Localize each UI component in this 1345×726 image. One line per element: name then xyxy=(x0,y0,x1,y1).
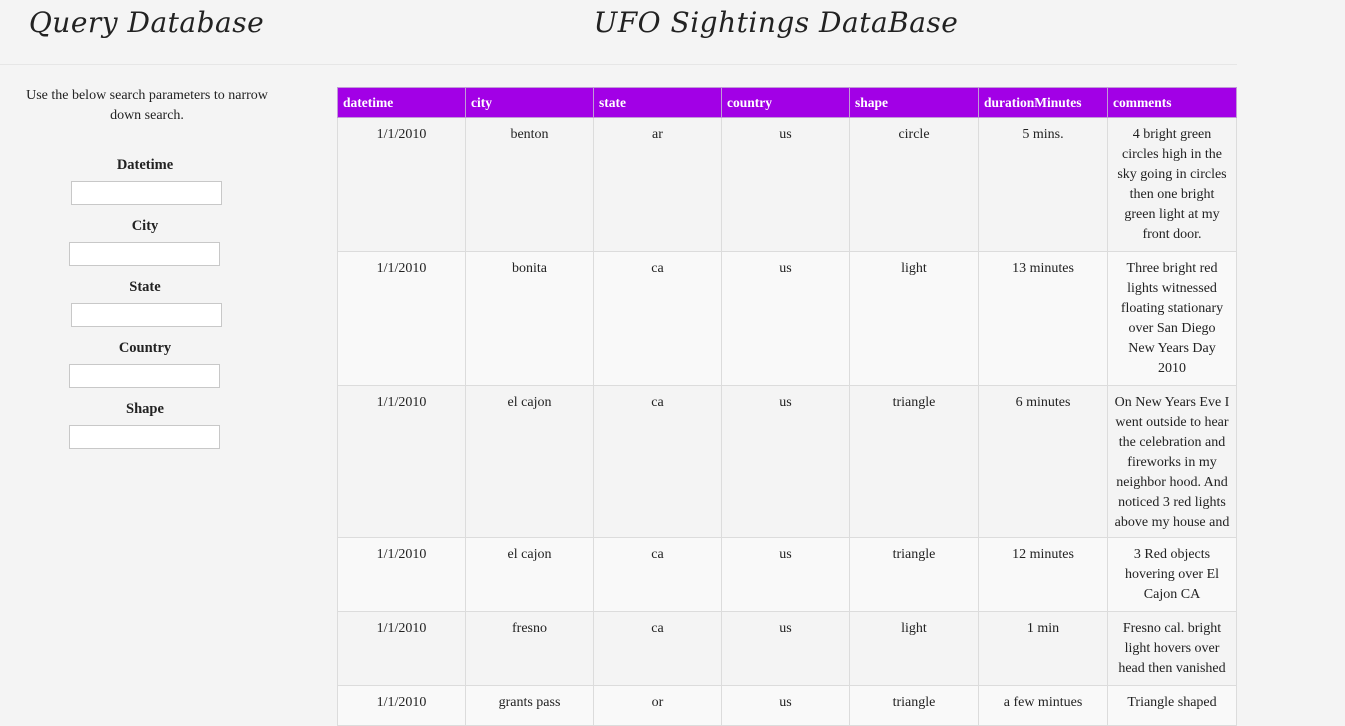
cell-city: benton xyxy=(465,117,594,252)
cell-datetime: 1/1/2010 xyxy=(337,537,466,612)
page-title: UFO Sightings DataBase xyxy=(593,6,959,39)
cell-duration: a few mintues xyxy=(978,685,1108,726)
cell-comments: Fresno cal. bright light hovers over hea… xyxy=(1107,611,1237,686)
cell-state: ca xyxy=(593,385,722,538)
main-divider xyxy=(305,64,1237,65)
cell-datetime: 1/1/2010 xyxy=(337,611,466,686)
cell-shape: triangle xyxy=(849,385,979,538)
shape-label: Shape xyxy=(126,401,164,417)
cell-shape: triangle xyxy=(849,685,979,726)
state-label: State xyxy=(129,279,161,295)
cell-country: us xyxy=(721,685,850,726)
cell-datetime: 1/1/2010 xyxy=(337,685,466,726)
cell-comments: On New Years Eve I went outside to hear … xyxy=(1107,385,1237,538)
cell-datetime: 1/1/2010 xyxy=(337,385,466,538)
cell-shape: circle xyxy=(849,117,979,252)
cell-comments: 4 bright green circles high in the sky g… xyxy=(1107,117,1237,252)
cell-country: us xyxy=(721,385,850,538)
column-header: shape xyxy=(849,87,979,118)
comment-text: On New Years Eve I went outside to hear … xyxy=(1114,395,1230,530)
cell-duration: 5 mins. xyxy=(978,117,1108,252)
cell-city: bonita xyxy=(465,251,594,386)
cell-comments: 3 Red objects hovering over El Cajon CA xyxy=(1107,537,1237,612)
cell-shape: light xyxy=(849,611,979,686)
cell-shape: light xyxy=(849,251,979,386)
sidebar-title: Query Database xyxy=(28,6,265,39)
state-input[interactable] xyxy=(71,303,222,327)
column-header: durationMinutes xyxy=(978,87,1108,118)
column-header: city xyxy=(465,87,594,118)
cell-comments: Three bright red lights witnessed floati… xyxy=(1107,251,1237,386)
table-row: 1/1/2010 benton ar us circle 5 mins. 4 b… xyxy=(337,117,1237,252)
table-row: 1/1/2010 el cajon ca us triangle 6 minut… xyxy=(337,385,1237,538)
cell-state: ca xyxy=(593,251,722,386)
datetime-label: Datetime xyxy=(116,157,174,173)
cell-city: el cajon xyxy=(465,537,594,612)
sidebar: Query Database Use the below search para… xyxy=(0,0,305,672)
cell-country: us xyxy=(721,537,850,612)
country-label: Country xyxy=(118,340,172,356)
cell-shape: triangle xyxy=(849,537,979,612)
search-instructions: Use the below search parameters to narro… xyxy=(26,88,268,123)
cell-state: ar xyxy=(593,117,722,252)
country-input[interactable] xyxy=(69,364,220,388)
table-row: 1/1/2010 bonita ca us light 13 minutes T… xyxy=(337,251,1237,386)
column-header: comments xyxy=(1107,87,1237,118)
cell-duration: 6 minutes xyxy=(978,385,1108,538)
cell-duration: 12 minutes xyxy=(978,537,1108,612)
shape-input[interactable] xyxy=(69,425,220,449)
cell-city: fresno xyxy=(465,611,594,686)
table-row: 1/1/2010 grants pass or us triangle a fe… xyxy=(337,685,1237,726)
cell-city: el cajon xyxy=(465,385,594,538)
table-row: 1/1/2010 fresno ca us light 1 min Fresno… xyxy=(337,611,1237,686)
sightings-table: datetime city state country shape durati… xyxy=(337,87,1237,726)
column-header: datetime xyxy=(337,87,466,118)
column-header: state xyxy=(593,87,722,118)
datetime-input[interactable] xyxy=(71,181,222,205)
cell-state: ca xyxy=(593,537,722,612)
cell-state: or xyxy=(593,685,722,726)
city-input[interactable] xyxy=(69,242,220,266)
cell-state: ca xyxy=(593,611,722,686)
cell-country: us xyxy=(721,251,850,386)
cell-city: grants pass xyxy=(465,685,594,726)
city-label: City xyxy=(131,218,159,234)
column-header: country xyxy=(721,87,850,118)
sidebar-divider xyxy=(0,64,305,65)
cell-country: us xyxy=(721,611,850,686)
table-header-row: datetime city state country shape durati… xyxy=(337,87,1237,118)
cell-comments: Triangle shaped xyxy=(1107,685,1237,726)
cell-datetime: 1/1/2010 xyxy=(337,251,466,386)
cell-country: us xyxy=(721,117,850,252)
table-row: 1/1/2010 el cajon ca us triangle 12 minu… xyxy=(337,537,1237,612)
cell-datetime: 1/1/2010 xyxy=(337,117,466,252)
cell-duration: 1 min xyxy=(978,611,1108,686)
cell-duration: 13 minutes xyxy=(978,251,1108,386)
